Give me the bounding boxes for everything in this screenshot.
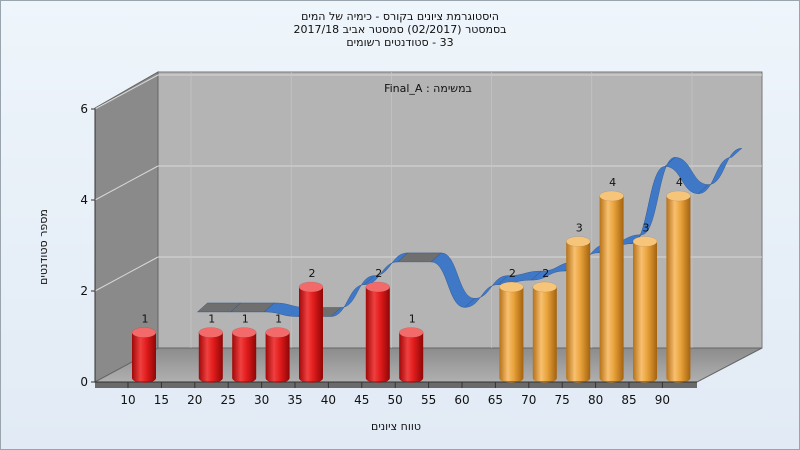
x-tick-label: 40	[321, 393, 336, 407]
bar-data-label: 2	[542, 267, 549, 280]
bar-body	[265, 332, 290, 383]
x-ticks: 10 15 20 25 30 35 40 45 50 55 60 65 70 75 80 85 90	[120, 382, 670, 407]
x-tick-label: 25	[221, 393, 236, 407]
bar-data-label: 4	[676, 176, 683, 189]
x-axis-title: טווח ציונים	[371, 420, 421, 433]
x-tick-label: 75	[555, 393, 570, 407]
bar-top	[265, 327, 290, 338]
bar: 1	[198, 313, 224, 383]
bar-top	[365, 281, 391, 293]
bar-body	[566, 241, 591, 383]
bar-body	[399, 332, 424, 383]
chart-title-block: היסטוגרמת ציונים בקורס - כימיה של המים ב…	[200, 10, 600, 49]
bar-data-label: 3	[643, 222, 650, 235]
bar-body	[232, 332, 257, 383]
x-tick-label: 10	[120, 393, 135, 407]
x-tick-label: 65	[488, 393, 503, 407]
bar-data-label: 2	[309, 267, 316, 280]
bar: 1	[231, 313, 257, 383]
x-tick-label: 45	[354, 393, 369, 407]
bar-body	[365, 287, 390, 383]
x-tick-label: 90	[655, 393, 670, 407]
x-tick-label: 60	[454, 393, 469, 407]
bar-data-label: 2	[375, 267, 382, 280]
task-annotation: במשימה : Final_A	[384, 82, 472, 95]
chart-title: היסטוגרמת ציונים בקורס - כימיה של המים	[301, 10, 499, 23]
gridlines	[94, 72, 762, 348]
bar-body	[132, 332, 156, 383]
x-tick-label: 15	[154, 393, 169, 407]
bar-top	[599, 190, 624, 202]
bar-data-label: 1	[409, 313, 416, 326]
bar-top	[131, 327, 157, 338]
x-tick-label: 20	[187, 393, 202, 407]
curve-segment	[697, 148, 743, 194]
bar: 4	[666, 176, 691, 383]
floor-front-edge	[95, 382, 697, 388]
bar: 2	[298, 267, 324, 383]
bar-body	[633, 241, 657, 383]
bar-top	[231, 327, 257, 338]
bar-data-label: 4	[609, 176, 616, 189]
bar-body	[599, 196, 624, 383]
bars-group: 1 1 1 1 2 2 1 2 2 3 4 3 4	[131, 176, 691, 383]
bar: 2	[532, 267, 558, 383]
x-tick-label: 55	[421, 393, 436, 407]
bar-top	[198, 327, 224, 338]
x-tick-label: 85	[621, 393, 636, 407]
y-tick-label: 0	[80, 375, 88, 389]
side-gridline	[94, 74, 159, 110]
bar-data-label: 1	[275, 313, 282, 326]
bar-data-label: 2	[509, 267, 516, 280]
bar-data-label: 3	[576, 222, 583, 235]
bar-top	[532, 281, 558, 293]
bar-body	[666, 196, 691, 383]
axes-group	[94, 108, 697, 383]
bar-body	[532, 287, 557, 383]
bar: 2	[499, 267, 524, 383]
side-gridline	[94, 165, 159, 201]
y-axis-title: מספר סטודנטים	[37, 209, 50, 285]
bar: 3	[565, 222, 591, 383]
x-tick-label: 50	[388, 393, 403, 407]
bar-top	[632, 236, 658, 247]
bar: 1	[265, 313, 290, 383]
bar-body	[198, 332, 223, 383]
bar-top	[666, 190, 691, 202]
x-tick-label: 70	[521, 393, 536, 407]
y-ticks: 0 2 4 6	[80, 102, 95, 389]
bar-top	[298, 281, 324, 293]
bar-top	[499, 281, 524, 293]
bar: 1	[398, 313, 424, 383]
bar: 3	[632, 222, 658, 383]
bar: 4	[599, 176, 624, 383]
chart-subtitle-1: בסמסטר (02/2017) סמסטר אביב 2017/18	[293, 23, 507, 36]
x-tick-label: 80	[588, 393, 603, 407]
bar: 1	[131, 313, 157, 383]
y-tick-label: 2	[80, 284, 88, 298]
chart-walls	[94, 71, 763, 388]
side-gridline	[94, 256, 159, 292]
bar-data-label: 1	[242, 313, 249, 326]
bar-top	[398, 327, 424, 338]
bar-body	[299, 287, 323, 383]
bar: 2	[365, 267, 391, 383]
x-tick-label: 35	[287, 393, 302, 407]
x-tick-label: 30	[254, 393, 269, 407]
chart-subtitle-2: 33 - סטודנטים רשומים	[346, 36, 454, 49]
y-tick-label: 4	[80, 193, 88, 207]
y-tick-label: 6	[80, 102, 88, 116]
bar-top	[565, 236, 591, 247]
bar-data-label: 1	[208, 313, 215, 326]
bar-body	[499, 287, 524, 383]
floor	[94, 347, 763, 383]
bar-data-label: 1	[142, 313, 149, 326]
